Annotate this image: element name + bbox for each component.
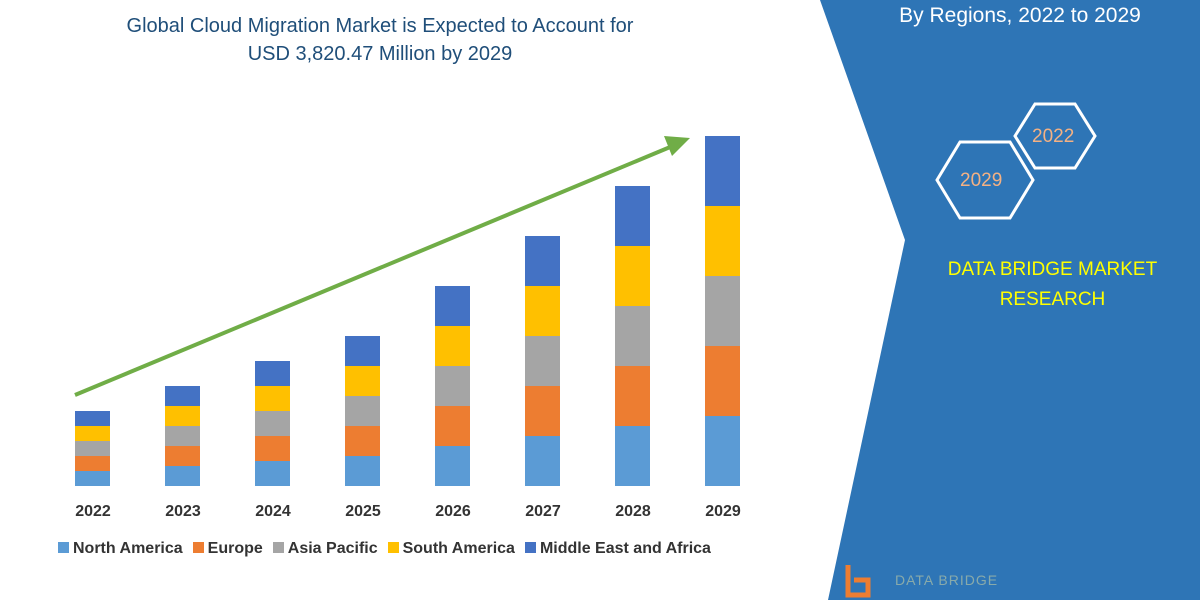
bar-segment (345, 396, 380, 426)
bar-segment (615, 366, 650, 426)
bar-segment (345, 336, 380, 366)
bar-segment (75, 411, 110, 426)
bar-segment (165, 426, 200, 446)
hex-label-2029: 2029 (960, 170, 1003, 191)
bar-segment (525, 336, 560, 386)
bar-segment (165, 446, 200, 466)
bar-segment (615, 246, 650, 306)
bar-segment (705, 206, 740, 276)
legend-item: Middle East and Africa (524, 540, 711, 558)
hexagon-2022 (1013, 102, 1097, 170)
legend-item: North America (58, 540, 183, 558)
bar-segment (525, 386, 560, 436)
legend-swatch (387, 542, 399, 553)
x-tick-label: 2028 (615, 503, 651, 520)
bar-segment (435, 326, 470, 366)
hexagon-2029 (935, 140, 1035, 220)
bar-segment (345, 426, 380, 456)
legend: North America Europe Asia Pacific South Ame… (58, 540, 711, 558)
bar-segment (705, 276, 740, 346)
x-tick-label: 2029 (705, 503, 741, 520)
bar-segment (435, 366, 470, 406)
hex-label-2022: 2022 (1032, 126, 1075, 147)
bar-segment (615, 426, 650, 486)
legend-swatch (524, 542, 536, 553)
legend-label: Middle East and Africa (539, 540, 711, 557)
x-tick-label: 2027 (525, 503, 561, 520)
legend-swatch (192, 542, 204, 553)
bar-segment (75, 426, 110, 441)
legend-item: South America (387, 540, 515, 558)
bar-segment (525, 436, 560, 486)
x-tick-label: 2026 (435, 503, 471, 520)
trend-arrow-head (664, 136, 690, 156)
bar-segment (75, 441, 110, 456)
bar-segment (75, 456, 110, 471)
bar-segment (705, 346, 740, 416)
legend-item: Europe (192, 540, 263, 558)
bar-segment (435, 446, 470, 486)
bar-segment (615, 186, 650, 246)
bar-segment (165, 386, 200, 406)
legend-item: Asia Pacific (272, 540, 378, 558)
bar-segment (255, 436, 290, 461)
bar-segment (345, 366, 380, 396)
chart-title: Global Cloud Migration Market is Expecte… (126, 15, 634, 65)
bar-segment (255, 461, 290, 486)
x-tick-label: 2025 (345, 503, 381, 520)
bar-segment (705, 416, 740, 486)
bar-segment (255, 386, 290, 411)
legend-label: Asia Pacific (287, 540, 378, 557)
trend-arrow (74, 143, 676, 397)
bar-segment (435, 286, 470, 326)
bar-segment (345, 456, 380, 486)
logo-text: DATA BRIDGE (895, 572, 999, 588)
bar-segment (525, 236, 560, 286)
bar-segment (255, 361, 290, 386)
logo-icon (845, 565, 871, 598)
x-tick-label: 2022 (75, 503, 111, 520)
bar-segment (165, 406, 200, 426)
brand-text: DATA BRIDGE MARKET RESEARCH (947, 259, 1158, 310)
bar-segment (165, 466, 200, 486)
legend-label: South America (402, 540, 515, 557)
bar-segment (255, 411, 290, 436)
legend-label: North America (73, 540, 183, 557)
blue-panel (820, 0, 1200, 600)
bar-segment (525, 286, 560, 336)
side-title: By Regions, 2022 to 2029 (899, 4, 1141, 27)
legend-label: Europe (207, 540, 263, 557)
bar-segment (615, 306, 650, 366)
bar-segment (75, 471, 110, 486)
legend-swatch (272, 542, 284, 553)
x-tick-label: 2024 (255, 503, 291, 520)
x-tick-label: 2023 (165, 503, 201, 520)
legend-swatch (58, 542, 69, 553)
bar-segment (705, 136, 740, 206)
bar-segment (435, 406, 470, 446)
